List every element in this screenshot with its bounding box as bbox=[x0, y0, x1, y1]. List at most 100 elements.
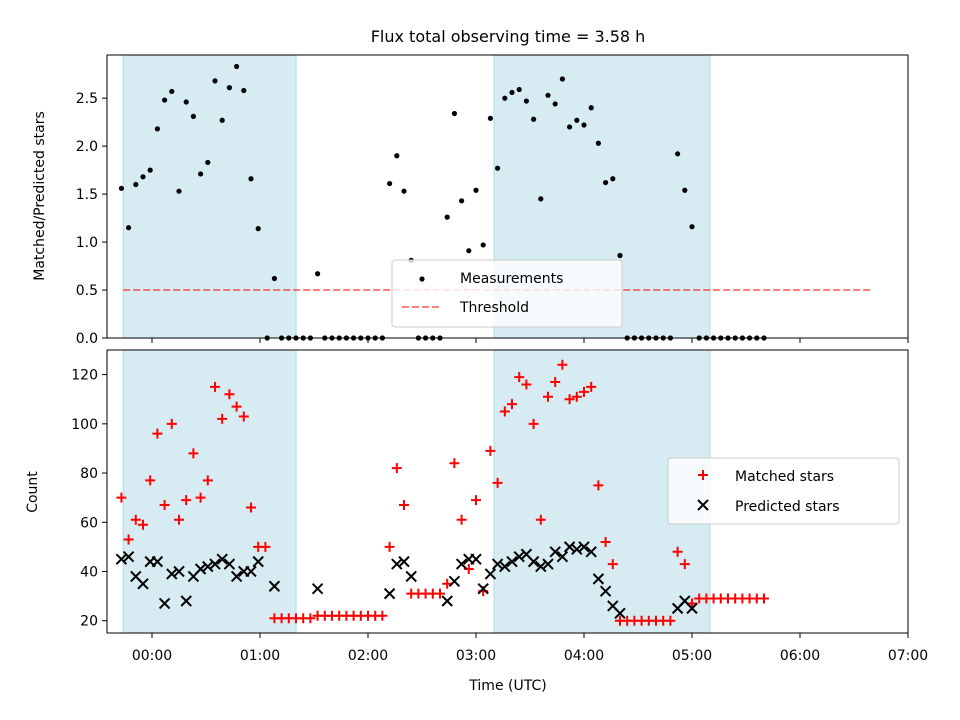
measurement-point bbox=[118, 185, 124, 191]
predicted-star-point bbox=[223, 558, 236, 570]
predicted-star-point bbox=[441, 595, 453, 607]
matched-star-point bbox=[159, 500, 170, 511]
measurement-point bbox=[176, 188, 182, 194]
predicted-star-point bbox=[556, 551, 569, 563]
predicted-star-point bbox=[151, 555, 164, 568]
matched-star-point bbox=[391, 463, 402, 474]
shaded-interval bbox=[122, 54, 297, 339]
matched-star-point bbox=[305, 613, 316, 624]
predicted-star-point bbox=[158, 597, 171, 610]
measurement-point bbox=[248, 176, 254, 182]
predicted-star-point bbox=[180, 595, 192, 607]
top-y-tick-label: 1.0 bbox=[76, 235, 98, 251]
matched-star-point bbox=[377, 610, 388, 621]
measurement-point bbox=[394, 153, 400, 159]
x-tick-label: 06:00 bbox=[780, 648, 820, 664]
predicted-star-point bbox=[115, 553, 128, 565]
matched-star-point bbox=[435, 588, 445, 599]
matched-star-point bbox=[238, 411, 249, 422]
predicted-star-point bbox=[216, 553, 228, 565]
measurement-point bbox=[682, 187, 688, 193]
matched-star-point bbox=[384, 541, 395, 552]
predicted-star-point bbox=[311, 582, 324, 595]
predicted-star-point bbox=[599, 585, 612, 597]
matched-star-point bbox=[557, 359, 568, 370]
predicted-star-point bbox=[549, 546, 561, 558]
matched-star-point bbox=[116, 492, 127, 503]
matched-star-point bbox=[138, 519, 148, 530]
shaded-interval bbox=[122, 349, 297, 634]
chart-title: Flux total observing time = 3.58 h bbox=[371, 27, 646, 46]
measurement-point bbox=[675, 151, 681, 157]
measurement-point bbox=[610, 176, 616, 182]
predicted-star-point bbox=[563, 541, 576, 553]
predicted-star-point bbox=[477, 582, 489, 595]
bottom-legend-box bbox=[667, 457, 900, 525]
predicted-star-point bbox=[194, 563, 207, 575]
measurement-point bbox=[473, 187, 479, 193]
predicted-star-point bbox=[448, 575, 461, 588]
measurement-point bbox=[509, 89, 515, 96]
measurement-point bbox=[617, 252, 623, 259]
matched-star-point bbox=[514, 372, 525, 383]
predicted-star-point bbox=[484, 568, 497, 580]
matched-star-point bbox=[210, 381, 220, 392]
x-axis-label: Time (UTC) bbox=[468, 678, 546, 694]
predicted-star-point bbox=[527, 555, 540, 568]
top-y-tick-label: 1.5 bbox=[76, 187, 98, 203]
matched-star-point bbox=[499, 406, 510, 417]
predicted-star-point bbox=[173, 565, 185, 578]
measurement-point bbox=[387, 180, 393, 187]
bottom-y-axis: 20 40 60 80 100 120 bbox=[71, 368, 107, 630]
matched-star-point bbox=[665, 615, 676, 626]
legend-measurement-marker bbox=[419, 276, 425, 282]
predicted-star-point bbox=[391, 558, 403, 570]
measurement-point bbox=[255, 226, 261, 232]
matched-star-point bbox=[607, 559, 618, 570]
predicted-star-point bbox=[166, 568, 178, 580]
top-y-tick-label: 2.5 bbox=[76, 91, 98, 107]
predicted-star-point bbox=[405, 570, 417, 583]
top-y-tick-label: 0.5 bbox=[76, 283, 98, 299]
predicted-star-point bbox=[209, 558, 221, 570]
top-axes-frame bbox=[106, 54, 909, 339]
x-tick-label: 02:00 bbox=[348, 648, 388, 664]
predicted-star-point bbox=[578, 541, 590, 553]
matched-star-point bbox=[145, 475, 156, 486]
top-legend-box bbox=[391, 259, 623, 328]
measurement-point bbox=[545, 92, 551, 98]
matched-star-point bbox=[579, 386, 589, 397]
bottom-shaded-intervals bbox=[122, 349, 711, 634]
matched-star-point bbox=[246, 502, 256, 513]
top-y-tick-label: 2.0 bbox=[76, 139, 98, 155]
matched-star-point bbox=[679, 559, 690, 570]
measurement-point bbox=[162, 97, 168, 103]
predicted-star-point bbox=[398, 555, 410, 568]
bottom-legend: Matched stars Predicted stars bbox=[667, 457, 900, 525]
matched-star-point bbox=[593, 480, 604, 491]
measurement-point bbox=[559, 76, 566, 82]
matched-star-point bbox=[224, 389, 235, 400]
matched-star-point bbox=[130, 514, 141, 525]
bottom-axes-frame bbox=[106, 349, 909, 634]
measurement-point bbox=[271, 275, 277, 282]
matched-star-point bbox=[188, 448, 199, 459]
matched-star-point bbox=[471, 495, 481, 506]
matched-star-point bbox=[571, 391, 582, 402]
matched-star-point bbox=[217, 413, 228, 424]
legend-measurements: Measurements bbox=[460, 271, 563, 287]
legend-matched-stars: Matched stars bbox=[735, 469, 834, 485]
matched-star-point bbox=[152, 428, 163, 439]
measurement-point bbox=[495, 165, 501, 171]
measurement-point bbox=[531, 116, 537, 122]
measurement-point bbox=[523, 98, 530, 104]
bottom-y-tick-label: 80 bbox=[80, 466, 98, 482]
predicted-star-point bbox=[585, 546, 597, 558]
predicted-star-point bbox=[614, 607, 626, 620]
matched-star-point bbox=[195, 492, 206, 503]
predicted-star-point bbox=[491, 558, 504, 570]
matched-star-point bbox=[166, 418, 177, 429]
predicted-star-point bbox=[571, 543, 583, 556]
measurement-point bbox=[315, 271, 321, 277]
predicted-star-point bbox=[535, 560, 547, 573]
